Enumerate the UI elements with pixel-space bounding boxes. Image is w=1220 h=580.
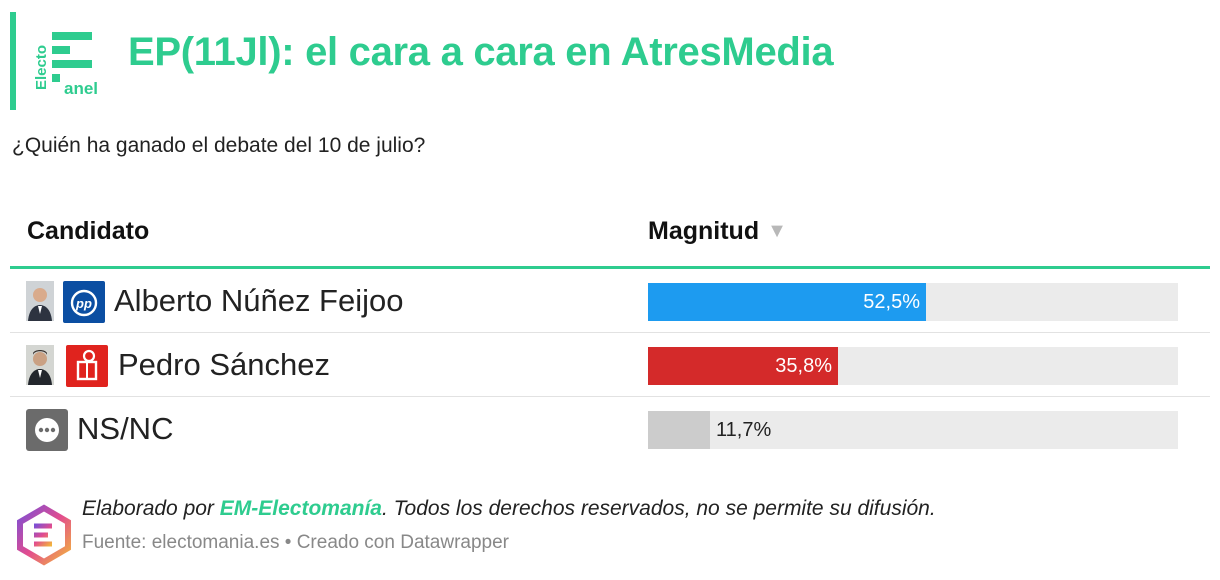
source-line: Fuente: electomania.es • Creado con Data… (82, 532, 509, 553)
chart-subtitle: ¿Quién ha ganado el debate del 10 de jul… (12, 134, 426, 157)
credit-org-link[interactable]: EM-Electomanía (219, 497, 382, 520)
candidate-name: Alberto Núñez Feijoo (114, 283, 404, 318)
row-divider (10, 396, 1210, 397)
row-divider (10, 332, 1210, 333)
column-header-magnitud-label: Magnitud (648, 217, 760, 245)
candidate-name: NS/NC (77, 411, 174, 446)
bar-fill-nsnc (648, 411, 710, 449)
column-header-candidato[interactable]: Candidato (27, 217, 150, 245)
candidate-photo-feijoo (26, 281, 54, 321)
bar-fill-sanchez (648, 347, 838, 385)
column-header-magnitud[interactable]: Magnitud ▼ (648, 217, 787, 246)
sort-down-icon: ▼ (767, 220, 787, 242)
electomania-logo (17, 504, 71, 566)
header-divider (10, 266, 1210, 269)
logo-text-bottom: anel (64, 79, 98, 98)
candidate-photo-sanchez (26, 345, 54, 385)
credit-suffix: . Todos los derechos reservados, no se p… (381, 497, 936, 520)
logo-text-vertical: Electo (33, 45, 50, 90)
credit-prefix: Elaborado por (82, 497, 220, 520)
candidate-name: Pedro Sánchez (118, 347, 330, 382)
table-row: Pedro Sánchez 35,8% (10, 333, 1210, 397)
bar-track: 11,7% (648, 411, 1178, 449)
chart-header: Electo anel EP(11Jl): el cara a cara en … (10, 12, 1200, 110)
table-row: NS/NC 11,7% (10, 397, 1210, 461)
bar-value-label: 35,8% (775, 355, 832, 377)
bar-track: 52,5% (648, 283, 1178, 321)
table-row: pp Alberto Núñez Feijoo 52,5% (10, 269, 1210, 333)
header-accent-bar (10, 12, 16, 110)
svg-text:pp: pp (75, 296, 92, 311)
credit-line: Elaborado por EM-Electomanía. Todos los … (82, 497, 936, 521)
electopanel-logo: Electo anel (33, 32, 98, 98)
more-dots-icon (26, 409, 68, 451)
pp-logo-icon: pp (63, 281, 105, 323)
bar-fill-feijoo (648, 283, 926, 321)
psoe-logo-icon (66, 345, 108, 387)
bar-track: 35,8% (648, 347, 1178, 385)
bar-value-label: 52,5% (863, 291, 920, 313)
bar-value-label: 11,7% (716, 419, 772, 441)
chart-title: EP(11Jl): el cara a cara en AtresMedia (128, 30, 834, 74)
